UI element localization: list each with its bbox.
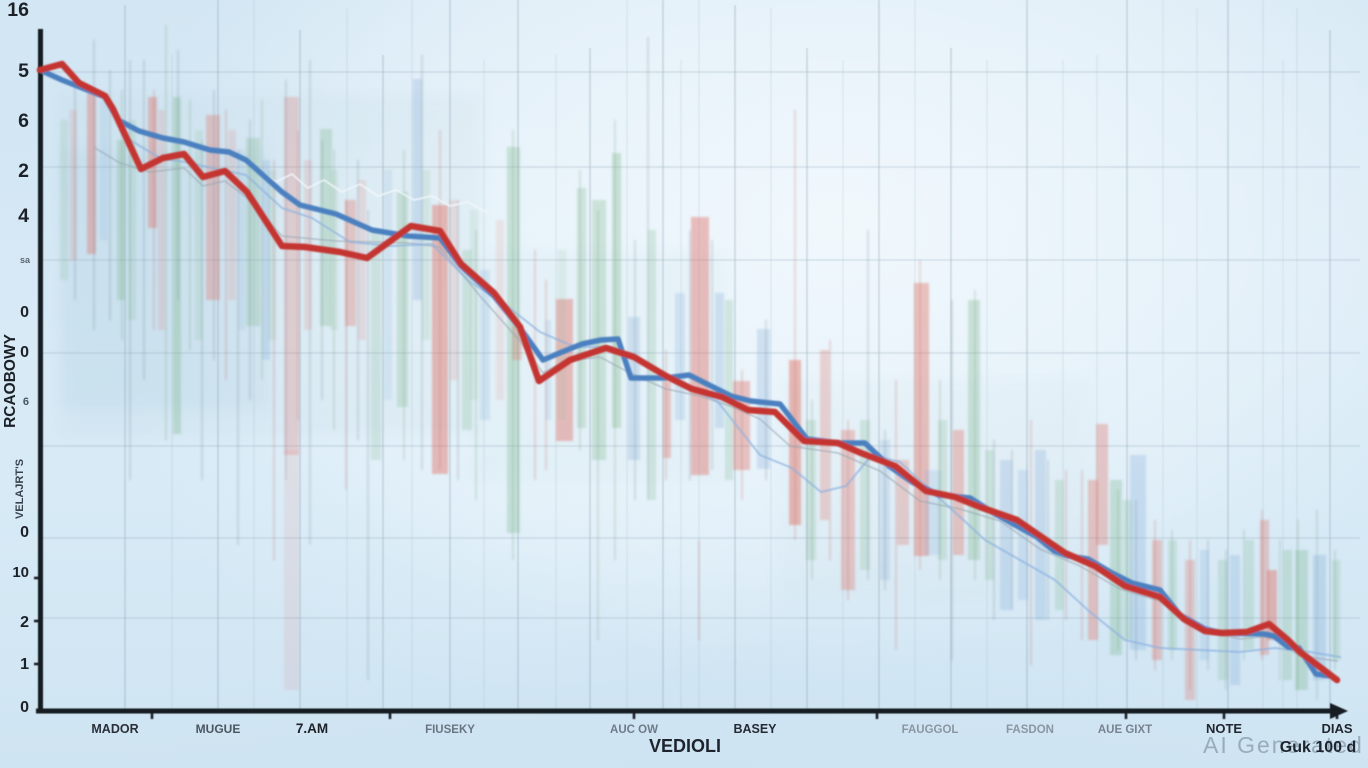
svg-text:VEDIOLI: VEDIOLI [649,736,721,756]
svg-text:RCAOBOWY: RCAOBOWY [2,333,19,428]
svg-text:FIUSEKY: FIUSEKY [425,724,475,736]
svg-text:6: 6 [18,110,29,132]
svg-text:0: 0 [20,524,29,541]
svg-text:10: 10 [12,564,29,581]
svg-text:BASEY: BASEY [733,722,777,736]
svg-text:FASDON: FASDON [1006,724,1054,736]
svg-text:2: 2 [18,160,29,182]
svg-text:AUE GIXT: AUE GIXT [1098,724,1152,736]
svg-text:0: 0 [20,344,29,361]
svg-text:0: 0 [20,304,29,321]
svg-text:MADOR: MADOR [91,722,138,736]
svg-text:4: 4 [18,205,29,227]
svg-text:MUGUE: MUGUE [196,722,241,736]
svg-text:Guk 100 d: Guk 100 d [1280,739,1356,756]
svg-text:NOTE: NOTE [1206,721,1242,736]
svg-text:7.AM: 7.AM [296,721,328,736]
svg-text:0: 0 [20,699,29,716]
svg-text:5: 5 [18,60,29,82]
svg-text:2: 2 [20,614,29,631]
svg-text:16: 16 [7,0,29,21]
svg-text:6: 6 [23,396,29,408]
svg-text:DIAS: DIAS [1321,721,1352,736]
svg-text:sa: sa [20,255,31,265]
svg-text:VELAJRT'S: VELAJRT'S [14,459,26,519]
svg-text:AUC OW: AUC OW [610,724,658,736]
svg-text:FAUGGOL: FAUGGOL [902,724,959,736]
svg-text:AI Generated: AI Generated [1203,732,1364,758]
svg-text:1: 1 [20,656,29,673]
